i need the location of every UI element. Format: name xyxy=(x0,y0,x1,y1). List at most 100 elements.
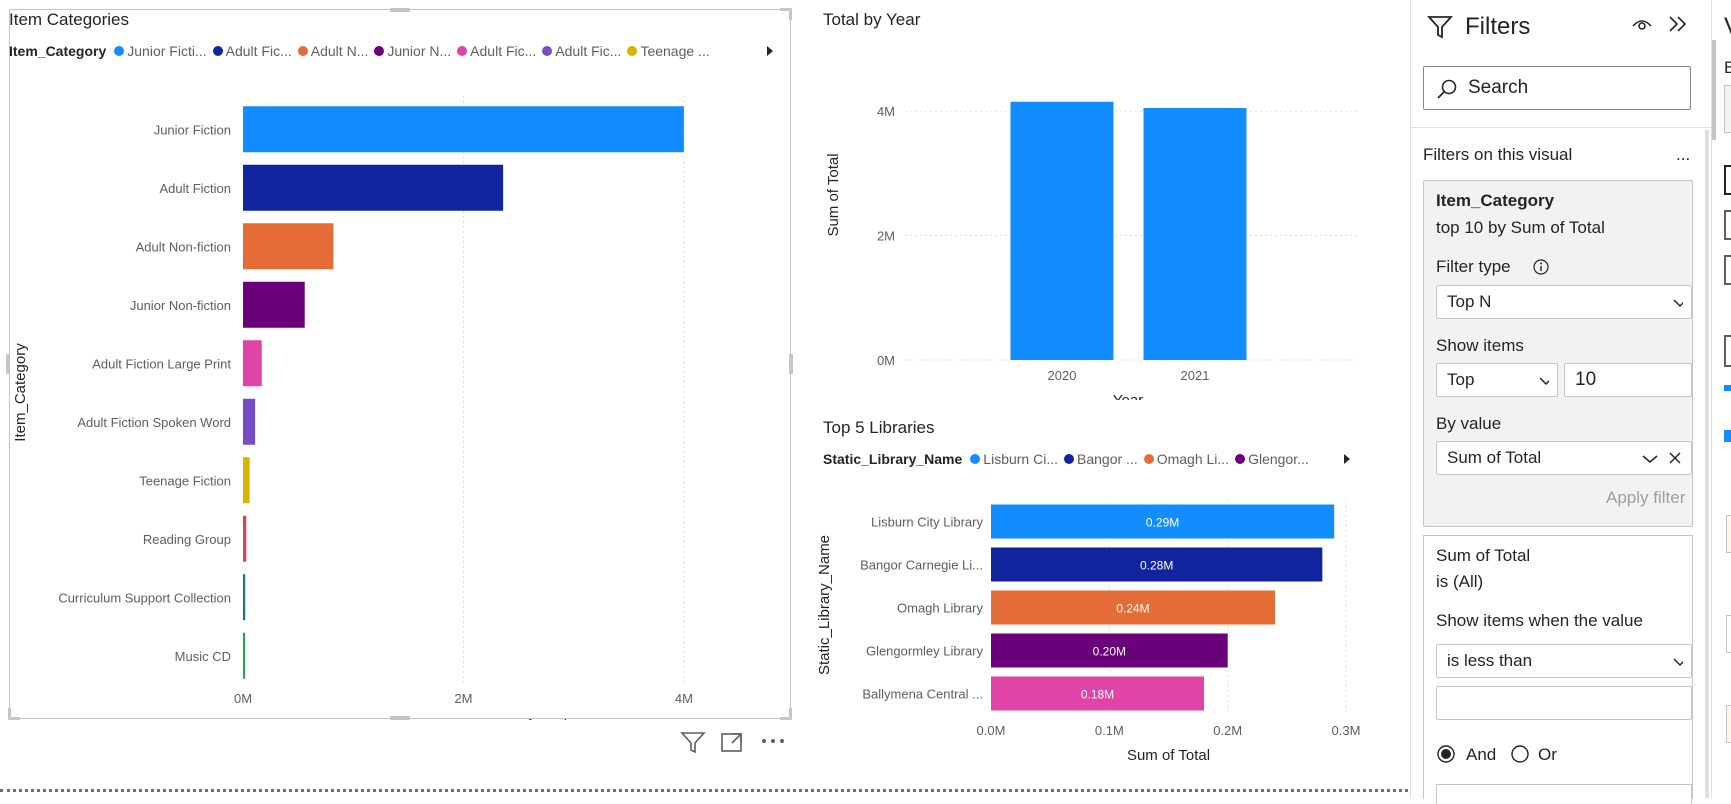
search-icon xyxy=(1437,79,1457,99)
legend-next-arrow-icon[interactable] xyxy=(1342,453,1352,465)
pane-icon[interactable] xyxy=(1724,165,1731,195)
x-tick-label: 0.0M xyxy=(977,723,1006,738)
filters-title: Filters xyxy=(1465,13,1531,40)
filter-card-sum-of-total[interactable]: Sum of Total is (All) Show items when th… xyxy=(1423,535,1693,804)
search-box[interactable]: Search xyxy=(1423,66,1691,110)
pane-icon[interactable] xyxy=(1724,255,1731,285)
radio-and-label: And xyxy=(1466,745,1497,764)
legend-label: Junior N... xyxy=(387,43,452,59)
visual-title: Top 5 Libraries xyxy=(823,418,935,437)
resize-handle[interactable] xyxy=(390,8,410,12)
pane-subtitle-letter: B xyxy=(1724,58,1731,77)
condition-label: Show items when the value xyxy=(1436,611,1643,630)
bar xyxy=(243,457,250,504)
legend-item[interactable]: Adult Fic... xyxy=(212,43,292,59)
bar xyxy=(243,223,334,270)
show-items-dropdown[interactable]: Top xyxy=(1436,363,1558,397)
y-axis-title: Item_Category xyxy=(12,343,29,442)
bar xyxy=(991,633,1228,668)
pane-icon[interactable] xyxy=(1724,210,1731,240)
resize-handle[interactable] xyxy=(8,717,20,720)
legend-item[interactable]: Adult Fic... xyxy=(457,43,536,59)
bar xyxy=(1143,108,1247,360)
legend-item[interactable]: Lisburn Ci... xyxy=(970,451,1058,467)
resize-handle[interactable] xyxy=(6,354,10,374)
search-placeholder: Search xyxy=(1468,77,1529,98)
top5-libraries-visual[interactable]: Top 5 Libraries Static_Library_Name Lisb… xyxy=(815,410,1365,790)
condition-dropdown[interactable]: is less than xyxy=(1436,644,1692,678)
bar xyxy=(243,106,684,153)
y-tick-label: 2M xyxy=(877,229,895,244)
legend-label: Glengor... xyxy=(1248,451,1309,467)
legend-dot-icon xyxy=(457,46,468,56)
pane-icon[interactable] xyxy=(1724,385,1731,391)
resize-handle[interactable] xyxy=(780,8,792,11)
info-icon[interactable] xyxy=(1532,258,1550,276)
legend: Item_Category Junior Ficti... Adult Fic..… xyxy=(9,43,716,59)
chevron-down-icon[interactable] xyxy=(1642,454,1658,464)
radio-and-selected-icon[interactable] xyxy=(1436,744,1456,764)
collapse-pane-icon[interactable] xyxy=(1667,14,1689,34)
second-value-input[interactable] xyxy=(1436,784,1692,804)
legend-item[interactable]: Glengor... xyxy=(1235,451,1309,467)
pane-icon[interactable] xyxy=(1724,430,1731,442)
pane-icon[interactable] xyxy=(1724,335,1731,367)
legend-item[interactable]: Omagh Li... xyxy=(1143,451,1229,467)
pane-divider xyxy=(1712,40,1716,140)
bar xyxy=(243,398,256,445)
item-categories-chart: 0M 2M 4M Junior Fiction Adult Fiction Adult N… xyxy=(12,96,693,720)
legend-dot-icon xyxy=(212,46,223,56)
apply-filter-button[interactable]: Apply filter xyxy=(1606,488,1686,507)
pane-scrollbar[interactable] xyxy=(1705,130,1709,798)
legend-item[interactable]: Adult Fic... xyxy=(542,43,621,59)
condition-value-input[interactable] xyxy=(1436,686,1692,720)
pane-card[interactable] xyxy=(1726,705,1731,743)
y-tick-label: Music CD xyxy=(175,649,231,664)
more-options-icon[interactable] xyxy=(760,736,786,746)
filter-type-dropdown[interactable]: Top N xyxy=(1436,285,1692,319)
filter-card-item-category[interactable]: Item_Category top 10 by Sum of Total Fil… xyxy=(1423,180,1693,527)
legend-item[interactable]: Adult N... xyxy=(297,43,368,59)
legend-title: Item_Category xyxy=(9,43,107,59)
resize-handle[interactable] xyxy=(789,8,792,20)
by-value-field[interactable]: Sum of Total xyxy=(1436,441,1692,475)
legend-item[interactable]: Junior Ficti... xyxy=(114,43,207,59)
legend-next-arrow-icon[interactable] xyxy=(765,45,775,57)
filter-icon[interactable] xyxy=(680,730,706,754)
bar xyxy=(243,281,305,328)
legend-item[interactable]: Teenage ... xyxy=(627,43,710,59)
divider xyxy=(1411,127,1711,128)
pane-button[interactable] xyxy=(1724,85,1731,133)
y-tick-label: Adult Fiction xyxy=(159,181,231,196)
eye-icon[interactable] xyxy=(1631,15,1653,33)
legend-dot-icon xyxy=(1064,454,1074,464)
legend-dot-icon xyxy=(1235,454,1246,464)
visual-title: Total by Year xyxy=(823,10,921,29)
x-tick-label: 2020 xyxy=(1048,368,1077,383)
item-count-input[interactable]: 10 xyxy=(1564,363,1692,397)
radio-or-icon[interactable] xyxy=(1510,744,1530,764)
resize-handle[interactable] xyxy=(780,717,792,720)
resize-handle[interactable] xyxy=(390,716,410,720)
filters-pane: Filters Search Filters on this visual ..… xyxy=(1410,0,1711,804)
resize-handle[interactable] xyxy=(789,708,792,720)
x-axis-title: Sum of Total xyxy=(1127,747,1210,764)
pane-card[interactable] xyxy=(1726,515,1731,553)
legend-item[interactable]: Junior N... xyxy=(374,43,451,59)
y-tick-label: Junior Non-fiction xyxy=(130,298,231,313)
close-icon[interactable] xyxy=(1669,452,1681,464)
legend-item[interactable]: Bangor ... xyxy=(1064,451,1138,467)
focus-mode-icon[interactable] xyxy=(720,730,744,754)
section-title: Filters on this visual xyxy=(1423,145,1573,164)
total-by-year-visual[interactable]: Total by Year 0M 2M 4M 2020 2021 Year Sum of T… xyxy=(815,0,1365,400)
y-tick-label: Ballymena Central ... xyxy=(862,687,983,702)
data-label: 0.24M xyxy=(1116,602,1149,616)
resize-handle[interactable] xyxy=(8,708,11,720)
item-categories-visual[interactable]: Item Categories Item_Category Junior Fic… xyxy=(0,0,796,754)
section-more-button[interactable]: ... xyxy=(1676,145,1691,164)
resize-handle[interactable] xyxy=(789,354,793,374)
pane-card[interactable] xyxy=(1726,615,1731,653)
legend-label: Bangor ... xyxy=(1077,451,1138,467)
y-tick-label: Teenage Fiction xyxy=(139,473,231,488)
bar xyxy=(991,590,1275,625)
